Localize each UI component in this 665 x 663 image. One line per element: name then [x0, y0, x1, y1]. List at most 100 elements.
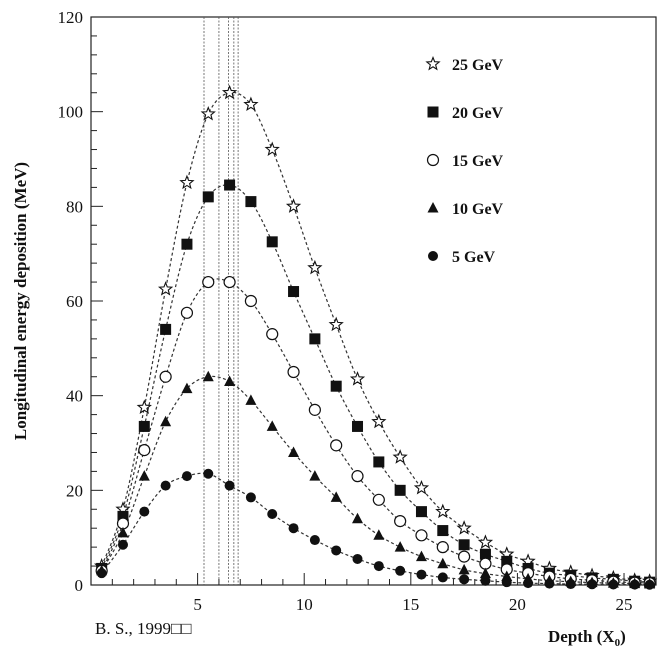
- data-point: [117, 539, 128, 550]
- legend-marker: [425, 55, 441, 71]
- y-tick-label: 40: [66, 387, 83, 406]
- data-point: [330, 439, 343, 452]
- data-point: [458, 550, 471, 563]
- y-tick-label: 0: [75, 576, 84, 595]
- legend-marker: [428, 251, 438, 261]
- data-point: [608, 579, 619, 590]
- data-point: [351, 470, 364, 483]
- data-point: [349, 371, 366, 386]
- data-point: [160, 323, 172, 335]
- legend-label: 5 GeV: [452, 249, 496, 266]
- data-point: [136, 399, 152, 414]
- data-point: [456, 520, 472, 535]
- data-point: [480, 575, 491, 586]
- data-point: [267, 509, 278, 519]
- legend: 25 GeV 20 GeV 15 GeV 10 GeV 5 GeV: [425, 55, 504, 266]
- data-point: [138, 444, 151, 457]
- data-point: [479, 548, 491, 560]
- legend-label: 15 GeV: [452, 153, 504, 170]
- x-tick-label: 5: [193, 595, 202, 614]
- legend-marker: [427, 106, 439, 118]
- data-point: [477, 534, 494, 549]
- data-point: [243, 96, 259, 112]
- data-point: [288, 523, 299, 534]
- data-point: [437, 557, 449, 569]
- data-point: [223, 275, 236, 289]
- data-point: [415, 506, 427, 518]
- data-point: [266, 236, 278, 248]
- data-point: [352, 512, 364, 524]
- data-point: [307, 259, 323, 275]
- data-point: [501, 555, 513, 567]
- legend-marker: [426, 153, 440, 167]
- data-point: [288, 286, 300, 298]
- data-point: [459, 574, 470, 585]
- data-point: [202, 191, 214, 203]
- data-point: [288, 446, 300, 457]
- data-point: [437, 525, 449, 537]
- data-point: [202, 275, 215, 289]
- data-point: [435, 503, 451, 519]
- x-axis-ticks: 5 10 15 20 25: [111, 573, 646, 614]
- y-tick-label: 100: [58, 103, 84, 122]
- data-point: [479, 567, 491, 579]
- x-tick-label: 10: [296, 595, 313, 614]
- data-point: [203, 468, 214, 479]
- data-point: [416, 569, 427, 580]
- data-point: [138, 470, 150, 481]
- data-point: [180, 306, 194, 319]
- data-point: [224, 179, 236, 191]
- data-points: [94, 84, 658, 590]
- x-tick-label: 15: [402, 595, 419, 614]
- data-point: [523, 578, 534, 589]
- credit-label: B. S., 1999□□: [95, 619, 192, 638]
- data-point: [352, 420, 364, 432]
- data-point: [372, 493, 385, 506]
- legend-label: 25 GeV: [452, 57, 504, 74]
- data-point: [181, 382, 193, 394]
- y-axis-title: Longitudinal energy deposition (MeV): [11, 162, 30, 440]
- data-point: [394, 514, 407, 528]
- data-point: [266, 420, 278, 431]
- data-point: [245, 196, 257, 208]
- data-point: [394, 484, 406, 496]
- data-point: [138, 420, 150, 432]
- data-point: [245, 492, 256, 503]
- data-point: [330, 491, 342, 502]
- data-point: [644, 579, 655, 590]
- legend-label: 10 GeV: [452, 201, 504, 218]
- data-point: [287, 365, 300, 379]
- data-point: [160, 415, 172, 427]
- x-tick-label: 20: [509, 595, 526, 614]
- x-axis-title: Depth (X0): [548, 627, 626, 649]
- data-point: [458, 539, 470, 551]
- peak-lines: [203, 17, 239, 585]
- fit-curve: [101, 91, 650, 582]
- data-point: [394, 541, 406, 552]
- data-point: [330, 380, 342, 392]
- x-axis-title-close: ): [620, 627, 626, 646]
- x-axis-title-main: Depth (X: [548, 627, 615, 646]
- data-point: [565, 579, 576, 590]
- fit-curve: [101, 375, 650, 585]
- fit-curves: [101, 91, 650, 586]
- data-point: [308, 403, 321, 416]
- legend-label: 20 GeV: [452, 105, 504, 122]
- x-axis-title-subscript: 0: [615, 637, 621, 649]
- data-point: [244, 294, 258, 308]
- data-point: [395, 565, 406, 576]
- y-tick-label: 120: [58, 8, 84, 27]
- data-point: [160, 480, 171, 491]
- data-point: [157, 281, 174, 296]
- x-tick-label: 25: [616, 595, 633, 614]
- data-point: [544, 578, 555, 589]
- data-point: [309, 470, 321, 481]
- data-point: [266, 328, 279, 341]
- data-point: [373, 561, 384, 572]
- data-point: [245, 394, 257, 405]
- data-point: [352, 553, 363, 564]
- data-point: [629, 579, 640, 590]
- data-point: [415, 529, 428, 542]
- data-point: [587, 579, 598, 590]
